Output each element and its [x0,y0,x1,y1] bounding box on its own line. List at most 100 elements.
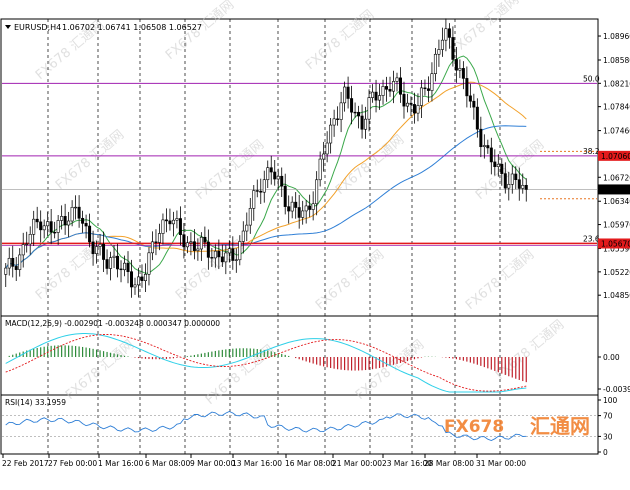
candle-body [238,241,242,261]
candle-body [472,100,476,108]
candle-body [440,39,444,50]
candle-body [49,221,53,233]
candle-body [329,124,333,144]
candle-body [482,145,486,148]
candle-body [280,175,284,187]
candle-body [88,225,92,243]
candle-body [147,252,151,275]
rsi-line [5,411,527,441]
candle-body [266,167,270,181]
candle-body [25,243,29,246]
current-price-box [598,184,630,195]
price-tick-label: 1.07840 [603,103,630,112]
candle-body [248,208,252,226]
price-marker-box [598,150,630,161]
candle-body [210,257,214,259]
candle-body [109,257,113,269]
candle-body [252,190,256,209]
candle-body [290,201,294,212]
candle-body [458,68,462,71]
candle-body [269,167,273,173]
candle-body [199,236,203,250]
vertical-grid [47,19,501,454]
candle-body [154,241,158,243]
candle-body [339,102,343,120]
candle-body [308,205,312,210]
candle-body [336,118,340,120]
price-marker-box [598,238,630,249]
candle-body [346,86,350,99]
candle-body [496,163,500,167]
candle-body [98,243,102,247]
candle-body [4,267,8,275]
symbol-dropdown-icon[interactable] [5,25,11,29]
candle-body [143,273,147,281]
candle-body [433,53,437,74]
candle-body [112,255,116,258]
candle-body [259,190,263,193]
candle-body [245,224,249,232]
candle-body [454,59,458,71]
candle-body [318,158,322,181]
time-tick-label: 28 Mar 08:00 [424,459,474,468]
candle-body [171,219,175,225]
candle-body [301,210,305,218]
candle-body [322,153,326,160]
time-tick-label: 27 Feb 00:00 [48,459,97,468]
candle-body [350,98,354,113]
candle-body [116,255,120,270]
candle-body [451,37,455,60]
candle-body [255,190,259,192]
candle-body [213,250,217,259]
candle-body [18,254,22,270]
candle-body [11,257,15,267]
candle-body [203,236,207,243]
candle-body [514,173,518,180]
candle-body [493,161,497,167]
candle-body [84,223,88,227]
candle-body [524,184,528,190]
macd-tick-label: 0.00 [603,353,620,362]
candle-body [419,87,423,106]
candle-body [77,206,81,219]
candle-body [234,259,238,261]
candle-body [32,218,36,235]
candle-body [164,219,168,222]
candle-body [119,268,123,271]
candle-body [367,97,371,120]
fib-label: 50.0 [583,74,600,83]
time-tick-label: 9 Mar 00:00 [190,459,236,468]
candle-body [39,221,43,231]
candle-body [479,128,483,148]
macd-indicator: 0.00 -0.00395 [5,333,630,394]
macd-label: MACD(12,26,9) -0.002901 -0.003248 0.0003… [5,319,220,328]
candle-body [140,276,144,281]
candle-body [46,221,50,227]
candle-body [14,266,18,270]
price-tick-label: 1.04850 [603,291,630,300]
price-tick-label: 1.05220 [603,268,630,277]
candle-body [510,173,514,185]
candle-body [311,203,315,210]
candle-body [133,284,137,288]
candle-body [374,91,378,101]
price-tick-label: 1.05970 [603,221,630,230]
rsi-panel[interactable] [0,394,599,455]
candle-body [287,206,291,212]
candle-body [325,142,329,155]
fib-label: 23.6 [583,234,600,243]
candle-body [224,252,228,263]
candle-body [136,276,140,286]
candle-body [395,77,399,82]
candle-body [392,81,396,92]
candle-body [95,246,99,255]
price-axis: 1.08960 1.08580 1.08210 1.07840 1.07460 1.070… [598,32,630,300]
candle-body [42,225,46,231]
rsi-tick-label: 70 [603,412,613,421]
candle-body [67,220,71,226]
candle-body [461,68,465,79]
fx678-logo: FX678 汇通网 [444,414,590,438]
candle-body [241,230,245,242]
ma-slow-line [5,125,527,269]
